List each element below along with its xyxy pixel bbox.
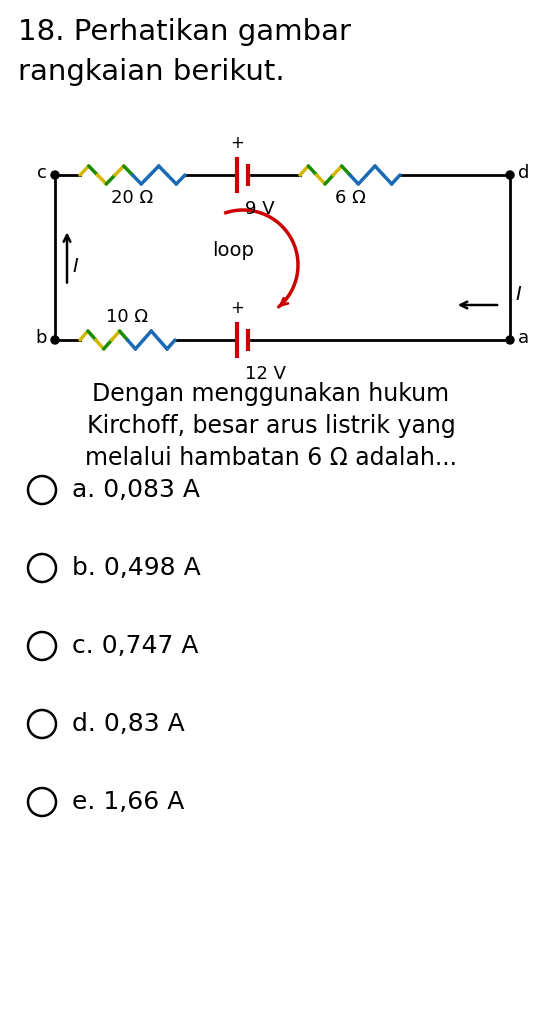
Text: c. 0,747 A: c. 0,747 A (72, 634, 198, 658)
Text: b: b (35, 329, 47, 347)
Circle shape (506, 336, 514, 344)
Text: +: + (230, 134, 244, 152)
Text: e. 1,66 A: e. 1,66 A (72, 791, 184, 814)
Text: Kirchoff, besar arus listrik yang: Kirchoff, besar arus listrik yang (87, 414, 455, 438)
Text: +: + (230, 299, 244, 317)
Text: d: d (518, 164, 530, 182)
Text: I: I (515, 285, 521, 304)
Text: rangkaian berikut.: rangkaian berikut. (18, 58, 285, 86)
Circle shape (506, 171, 514, 179)
Text: a: a (518, 329, 529, 347)
Text: b. 0,498 A: b. 0,498 A (72, 556, 201, 580)
Text: 9 V: 9 V (245, 200, 275, 218)
Text: 12 V: 12 V (245, 365, 286, 383)
Text: 20 Ω: 20 Ω (112, 189, 153, 207)
Text: c: c (37, 164, 47, 182)
Circle shape (51, 171, 59, 179)
Text: a. 0,083 A: a. 0,083 A (72, 478, 200, 502)
Text: d. 0,83 A: d. 0,83 A (72, 712, 185, 736)
Text: 10 Ω: 10 Ω (106, 308, 149, 326)
Text: melalui hambatan 6 Ω adalah...: melalui hambatan 6 Ω adalah... (85, 446, 457, 470)
Text: 6 Ω: 6 Ω (334, 189, 365, 207)
Text: I: I (72, 258, 78, 277)
Circle shape (51, 336, 59, 344)
Text: loop: loop (212, 240, 254, 259)
Text: 18. Perhatikan gambar: 18. Perhatikan gambar (18, 18, 351, 46)
Text: Dengan menggunakan hukum: Dengan menggunakan hukum (93, 382, 449, 406)
